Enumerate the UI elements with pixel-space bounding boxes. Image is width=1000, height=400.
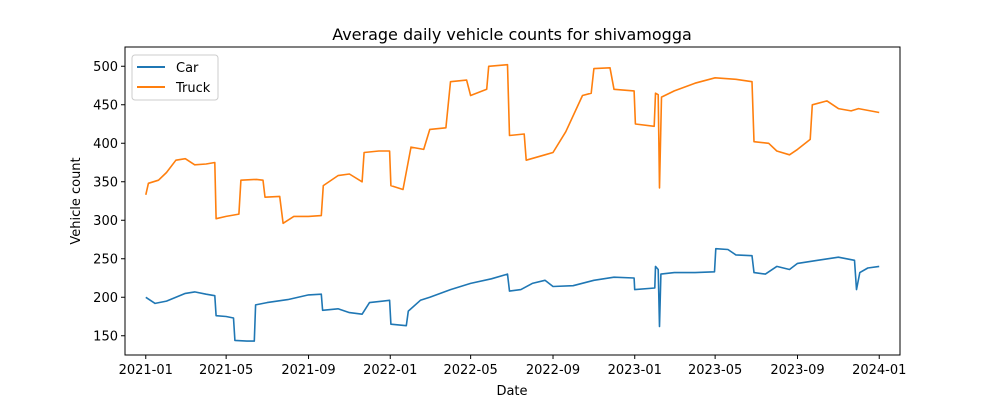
y-tick-label: 150	[93, 329, 118, 344]
y-tick-label: 250	[93, 252, 118, 267]
chart-title: Average daily vehicle counts for shivamo…	[332, 25, 692, 44]
x-tick-label: 2024-01	[852, 363, 906, 378]
x-axis-label: Date	[496, 384, 527, 399]
x-tick-label: 2021-05	[199, 363, 253, 378]
plot-frame	[124, 46, 901, 356]
legend-label-car: Car	[176, 61, 199, 76]
legend: Car Truck	[131, 54, 219, 101]
series-line-car	[145, 247, 880, 342]
legend-label-truck: Truck	[175, 81, 211, 96]
x-tick-label: 2023-01	[608, 363, 662, 378]
x-tick-label: 2021-01	[119, 363, 173, 378]
y-tick-label: 300	[93, 214, 118, 229]
y-axis: 150 200 250 300 350 400 450 500	[93, 60, 125, 344]
x-tick-label: 2021-09	[281, 363, 335, 378]
x-tick-label: 2022-01	[363, 363, 417, 378]
y-axis-label: Vehicle count	[69, 157, 84, 244]
x-tick-label: 2023-09	[770, 363, 824, 378]
x-axis: 2021-01 2021-05 2021-09 2022-01 2022-05 2022-…	[119, 355, 906, 378]
y-tick-label: 500	[93, 60, 118, 75]
y-tick-label: 200	[93, 291, 118, 306]
y-tick-label: 400	[93, 137, 118, 152]
y-tick-label: 450	[93, 98, 118, 113]
plot-lines	[145, 63, 880, 342]
y-tick-label: 350	[93, 175, 118, 190]
x-tick-label: 2022-09	[526, 363, 580, 378]
x-tick-label: 2022-05	[443, 363, 497, 378]
x-tick-label: 2023-05	[688, 363, 742, 378]
series-line-truck	[145, 63, 880, 225]
